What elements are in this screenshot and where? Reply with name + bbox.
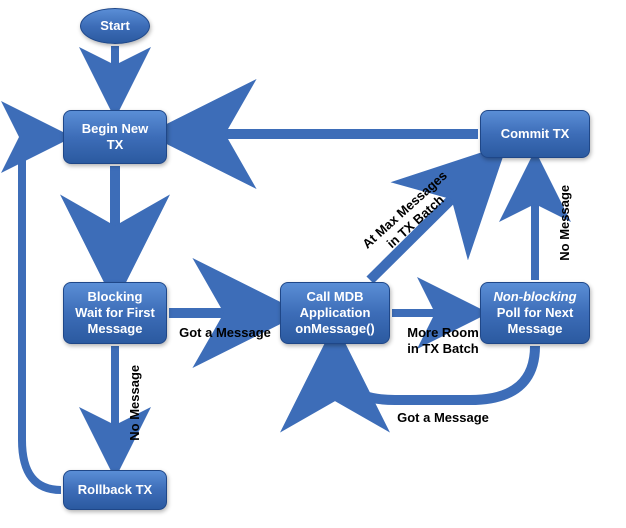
node-start-label: Start (100, 18, 130, 34)
edge-label-more-room: More Room in TX Batch (398, 325, 488, 356)
node-rollback-tx: Rollback TX (63, 470, 167, 510)
edge-label-got-a-message-1: Got a Message (175, 325, 275, 341)
edge-label-no-message-blocking: No Message (127, 358, 143, 448)
node-begin-label: Begin New TX (82, 121, 148, 154)
node-begin-new-tx: Begin New TX (63, 110, 167, 164)
node-start: Start (80, 8, 150, 44)
node-blocking-wait: Blocking Wait for First Message (63, 282, 167, 344)
edge-label-no-message-poll: No Message (557, 178, 573, 268)
node-call-mdb: Call MDB Application onMessage() (280, 282, 390, 344)
node-rollback-label: Rollback TX (78, 482, 152, 498)
node-commit-tx: Commit TX (480, 110, 590, 158)
flow-edges (0, 0, 626, 528)
node-callmdb-label: Call MDB Application onMessage() (295, 289, 374, 338)
node-blocking-label: Blocking Wait for First Message (75, 289, 155, 338)
node-poll-label: Non-blockingPoll for NextMessage (493, 289, 576, 338)
node-commit-label: Commit TX (501, 126, 570, 142)
edge-label-got-a-message-2: Got a Message (388, 410, 498, 426)
edge-label-at-max: At Max Messages in TX Batch (344, 154, 476, 278)
node-poll: Non-blockingPoll for NextMessage (480, 282, 590, 344)
